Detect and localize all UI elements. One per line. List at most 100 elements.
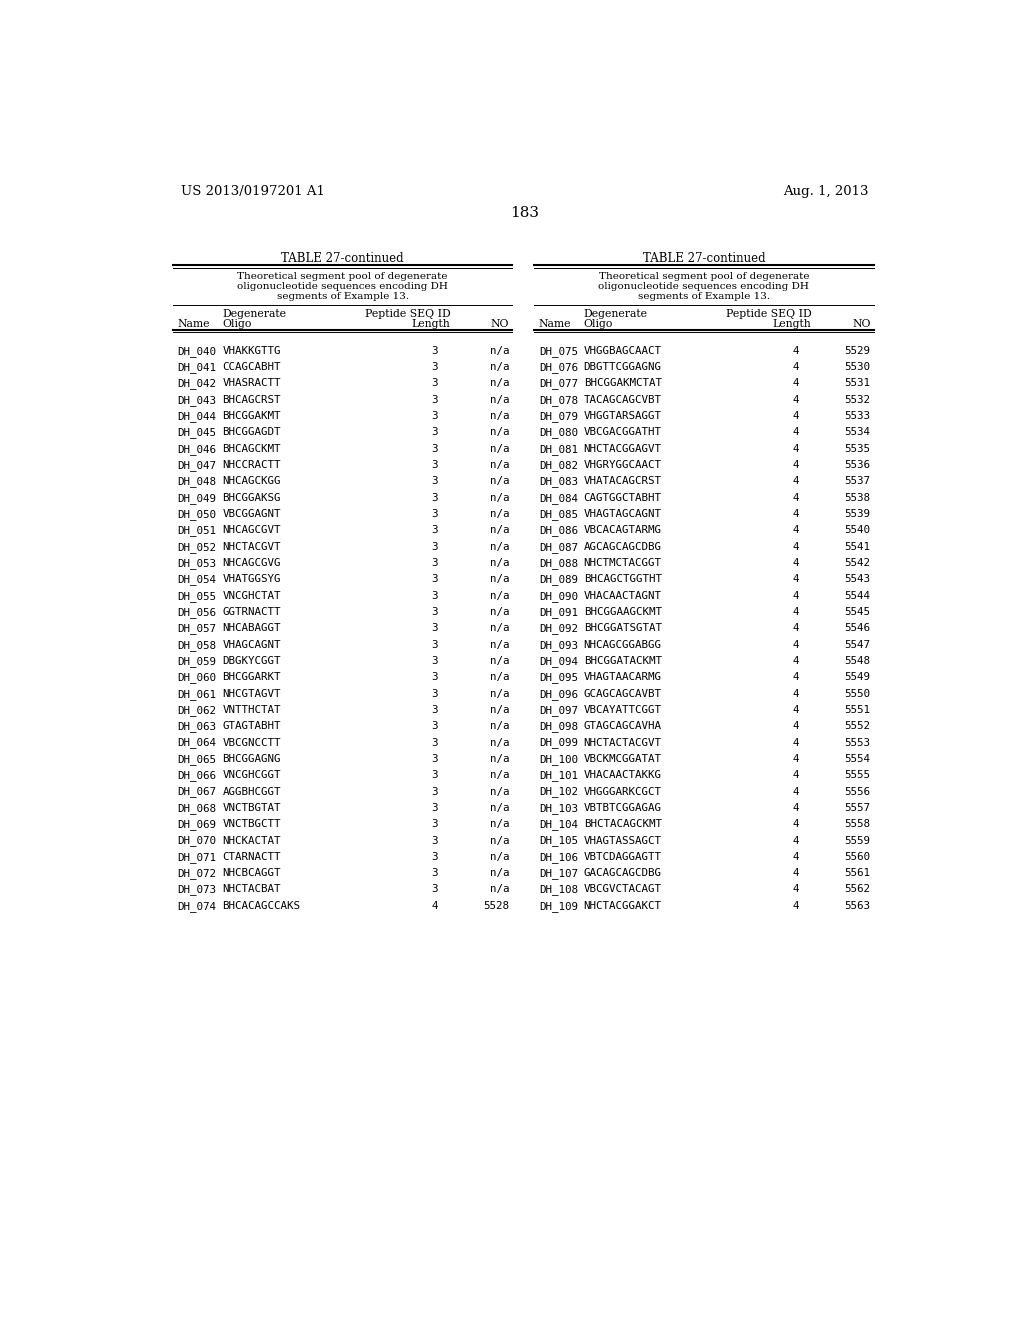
Text: 4: 4 bbox=[793, 851, 800, 862]
Text: n/a: n/a bbox=[489, 820, 509, 829]
Text: n/a: n/a bbox=[489, 362, 509, 372]
Text: 5563: 5563 bbox=[845, 900, 870, 911]
Text: TABLE 27-continued: TABLE 27-continued bbox=[642, 252, 765, 265]
Text: 4: 4 bbox=[793, 900, 800, 911]
Text: 4: 4 bbox=[793, 705, 800, 715]
Text: 3: 3 bbox=[432, 820, 438, 829]
Text: DH_098: DH_098 bbox=[539, 721, 578, 733]
Text: DH_076: DH_076 bbox=[539, 362, 578, 374]
Text: Peptide SEQ ID: Peptide SEQ ID bbox=[365, 309, 451, 319]
Text: DH_072: DH_072 bbox=[177, 869, 217, 879]
Text: BHCGGAKMT: BHCGGAKMT bbox=[222, 411, 281, 421]
Text: DH_045: DH_045 bbox=[177, 428, 217, 438]
Text: 3: 3 bbox=[432, 869, 438, 878]
Text: DH_100: DH_100 bbox=[539, 754, 578, 764]
Text: n/a: n/a bbox=[489, 477, 509, 486]
Text: DH_095: DH_095 bbox=[539, 672, 578, 684]
Text: n/a: n/a bbox=[489, 558, 509, 568]
Text: 4: 4 bbox=[793, 428, 800, 437]
Text: 4: 4 bbox=[793, 574, 800, 585]
Text: DH_074: DH_074 bbox=[177, 900, 217, 912]
Text: DH_108: DH_108 bbox=[539, 884, 578, 895]
Text: 4: 4 bbox=[793, 395, 800, 405]
Text: 4: 4 bbox=[793, 836, 800, 846]
Text: 3: 3 bbox=[432, 541, 438, 552]
Text: NO: NO bbox=[852, 319, 870, 329]
Text: DH_061: DH_061 bbox=[177, 689, 217, 700]
Text: 4: 4 bbox=[793, 803, 800, 813]
Text: DH_075: DH_075 bbox=[539, 346, 578, 356]
Text: 3: 3 bbox=[432, 656, 438, 667]
Text: 5554: 5554 bbox=[845, 754, 870, 764]
Text: 4: 4 bbox=[793, 477, 800, 486]
Text: CTARNACTT: CTARNACTT bbox=[222, 851, 281, 862]
Text: NHCAGCKGG: NHCAGCKGG bbox=[222, 477, 281, 486]
Text: 4: 4 bbox=[793, 346, 800, 356]
Text: BHCGGAGDT: BHCGGAGDT bbox=[222, 428, 281, 437]
Text: 5528: 5528 bbox=[483, 900, 509, 911]
Text: DH_102: DH_102 bbox=[539, 787, 578, 797]
Text: 3: 3 bbox=[432, 428, 438, 437]
Text: DH_057: DH_057 bbox=[177, 623, 217, 634]
Text: DH_090: DH_090 bbox=[539, 590, 578, 602]
Text: 3: 3 bbox=[432, 640, 438, 649]
Text: DH_051: DH_051 bbox=[177, 525, 217, 536]
Text: DH_106: DH_106 bbox=[539, 851, 578, 863]
Text: 5539: 5539 bbox=[845, 510, 870, 519]
Text: n/a: n/a bbox=[489, 787, 509, 796]
Text: 3: 3 bbox=[432, 754, 438, 764]
Text: n/a: n/a bbox=[489, 525, 509, 536]
Text: NHCAGCGVT: NHCAGCGVT bbox=[222, 525, 281, 536]
Text: GTAGCAGCAVHA: GTAGCAGCAVHA bbox=[584, 721, 662, 731]
Text: Aug. 1, 2013: Aug. 1, 2013 bbox=[783, 185, 869, 198]
Text: n/a: n/a bbox=[489, 411, 509, 421]
Text: DH_097: DH_097 bbox=[539, 705, 578, 715]
Text: 4: 4 bbox=[793, 510, 800, 519]
Text: BHCTACAGCKMT: BHCTACAGCKMT bbox=[584, 820, 662, 829]
Text: DH_064: DH_064 bbox=[177, 738, 217, 748]
Text: 5561: 5561 bbox=[845, 869, 870, 878]
Text: 4: 4 bbox=[793, 461, 800, 470]
Text: 5562: 5562 bbox=[845, 884, 870, 895]
Text: 3: 3 bbox=[432, 558, 438, 568]
Text: 5555: 5555 bbox=[845, 771, 870, 780]
Text: NHCAGCGVG: NHCAGCGVG bbox=[222, 558, 281, 568]
Text: n/a: n/a bbox=[489, 640, 509, 649]
Text: n/a: n/a bbox=[489, 379, 509, 388]
Text: n/a: n/a bbox=[489, 607, 509, 616]
Text: DH_094: DH_094 bbox=[539, 656, 578, 667]
Text: n/a: n/a bbox=[489, 510, 509, 519]
Text: n/a: n/a bbox=[489, 803, 509, 813]
Text: Degenerate: Degenerate bbox=[222, 309, 287, 319]
Text: n/a: n/a bbox=[489, 771, 509, 780]
Text: DH_077: DH_077 bbox=[539, 379, 578, 389]
Text: Length: Length bbox=[412, 319, 451, 329]
Text: 4: 4 bbox=[793, 787, 800, 796]
Text: 5557: 5557 bbox=[845, 803, 870, 813]
Text: 5529: 5529 bbox=[845, 346, 870, 356]
Text: 5553: 5553 bbox=[845, 738, 870, 747]
Text: 3: 3 bbox=[432, 395, 438, 405]
Text: VHASRACTT: VHASRACTT bbox=[222, 379, 281, 388]
Text: NHCTACGVT: NHCTACGVT bbox=[222, 541, 281, 552]
Text: 4: 4 bbox=[793, 362, 800, 372]
Text: n/a: n/a bbox=[489, 590, 509, 601]
Text: 4: 4 bbox=[793, 721, 800, 731]
Text: BHCACAGCCAKS: BHCACAGCCAKS bbox=[222, 900, 301, 911]
Text: DH_042: DH_042 bbox=[177, 379, 217, 389]
Text: 5551: 5551 bbox=[845, 705, 870, 715]
Text: 5547: 5547 bbox=[845, 640, 870, 649]
Text: NHCBCAGGT: NHCBCAGGT bbox=[222, 869, 281, 878]
Text: VHAGTAACARMG: VHAGTAACARMG bbox=[584, 672, 662, 682]
Text: VHGGGARKCGCT: VHGGGARKCGCT bbox=[584, 787, 662, 796]
Text: DH_087: DH_087 bbox=[539, 541, 578, 553]
Text: VNCGHCGGT: VNCGHCGGT bbox=[222, 771, 281, 780]
Text: VBCAYATTCGGT: VBCAYATTCGGT bbox=[584, 705, 662, 715]
Text: NHCAGCGGABGG: NHCAGCGGABGG bbox=[584, 640, 662, 649]
Text: n/a: n/a bbox=[489, 836, 509, 846]
Text: DH_069: DH_069 bbox=[177, 820, 217, 830]
Text: 5537: 5537 bbox=[845, 477, 870, 486]
Text: DH_092: DH_092 bbox=[539, 623, 578, 634]
Text: DH_063: DH_063 bbox=[177, 721, 217, 733]
Text: NHCTACGGAGVT: NHCTACGGAGVT bbox=[584, 444, 662, 454]
